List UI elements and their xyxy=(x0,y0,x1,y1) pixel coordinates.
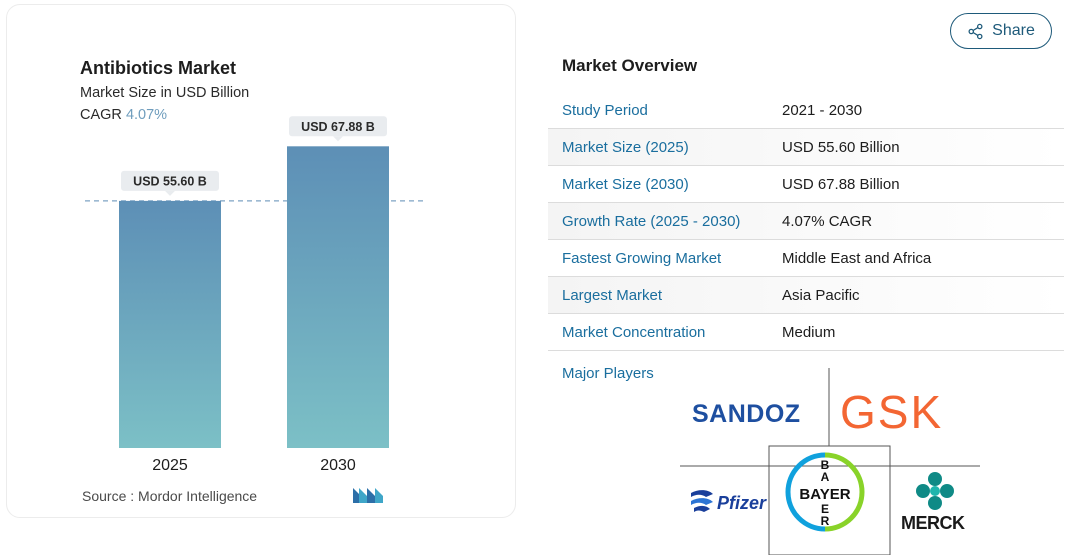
overview-row-key[interactable]: Growth Rate (2025 - 2030) xyxy=(562,212,741,230)
gsk-logo: GSK xyxy=(840,388,943,434)
overview-row-value: USD 67.88 Billion xyxy=(782,175,900,193)
share-button[interactable]: Share xyxy=(950,13,1052,49)
overview-row-key[interactable]: Fastest Growing Market xyxy=(562,249,722,267)
gsk-logo-text: GSK xyxy=(840,388,943,434)
chart-title: Antibiotics Market xyxy=(80,58,237,78)
bar-2030 xyxy=(287,146,389,449)
overview-row: Growth Rate (2025 - 2030) 4.07% CAGR xyxy=(548,203,1064,240)
overview-row-key[interactable]: Largest Market xyxy=(562,286,663,304)
overview-row: Market Concentration Medium xyxy=(548,314,1064,351)
merck-logo: MERCK xyxy=(901,513,965,533)
overview-row-key[interactable]: Market Size (2025) xyxy=(562,138,689,156)
share-icon xyxy=(968,23,983,39)
overview-table: Study Period 2021 - 2030 Market Size (2025… xyxy=(548,92,1064,351)
bayer-logo-text: BAYER xyxy=(799,486,850,503)
svg-text:B: B xyxy=(821,458,830,472)
x-tick-label: 2030 xyxy=(320,457,356,474)
overview-row: Fastest Growing Market Middle East and Af… xyxy=(548,240,1064,277)
data-label-bg xyxy=(289,116,387,137)
overview-row-key[interactable]: Market Size (2030) xyxy=(562,175,689,193)
pfizer-logo: Pfizer xyxy=(717,493,767,513)
svg-text:R: R xyxy=(821,514,830,528)
overview-row: Market Size (2025) USD 55.60 Billion xyxy=(548,129,1064,166)
data-label-bg xyxy=(121,170,219,191)
overview-row-value: Medium xyxy=(782,323,836,341)
bayer-logo: BAYER B A E R xyxy=(785,452,865,532)
cagr-label: CAGR xyxy=(80,107,122,123)
share-label: Share xyxy=(992,22,1035,39)
x-tick-label: 2025 xyxy=(152,457,188,474)
chart-card xyxy=(6,4,516,518)
overview-row: Market Size (2030) USD 67.88 Billion xyxy=(548,166,1064,203)
sandoz-logo: SANDOZ xyxy=(692,400,801,428)
overview-row-key[interactable]: Market Concentration xyxy=(562,323,706,341)
chart-subtitle: Market Size in USD Billion xyxy=(80,85,250,101)
data-label-pointer xyxy=(165,190,175,196)
bar-2025 xyxy=(119,200,221,448)
mordor-intelligence-logo-icon xyxy=(353,488,383,503)
merck-icon xyxy=(916,472,954,510)
cagr-value: 4.07% xyxy=(125,107,168,123)
overview-row-value: 2021 - 2030 xyxy=(782,101,863,119)
data-label-pointer xyxy=(333,136,343,142)
major-players-label: Major Players xyxy=(562,365,654,382)
overview-row: Largest Market Asia Pacific xyxy=(548,277,1064,314)
data-label: USD 67.88 B xyxy=(301,120,375,134)
overview-row-value: USD 55.60 Billion xyxy=(782,138,900,156)
cagr-line: CAGR 4.07% xyxy=(80,107,167,123)
overview-row: Study Period 2021 - 2030 xyxy=(548,92,1064,129)
pfizer-swirl-icon xyxy=(691,490,713,512)
overview-row-value: 4.07% CAGR xyxy=(782,212,873,230)
svg-text:E: E xyxy=(821,502,829,516)
data-label: USD 55.60 B xyxy=(133,174,207,188)
overview-row-value: Middle East and Africa xyxy=(782,249,932,267)
bar-chart: USD 55.60 B 2025 USD 67.88 B 2030 xyxy=(85,116,426,474)
overview-row-value: Asia Pacific xyxy=(782,286,860,304)
overview-title: Market Overview xyxy=(562,56,698,75)
chart-source: Source : Mordor Intelligence xyxy=(82,488,258,504)
svg-text:A: A xyxy=(821,470,830,484)
overview-row-key[interactable]: Study Period xyxy=(562,101,648,119)
